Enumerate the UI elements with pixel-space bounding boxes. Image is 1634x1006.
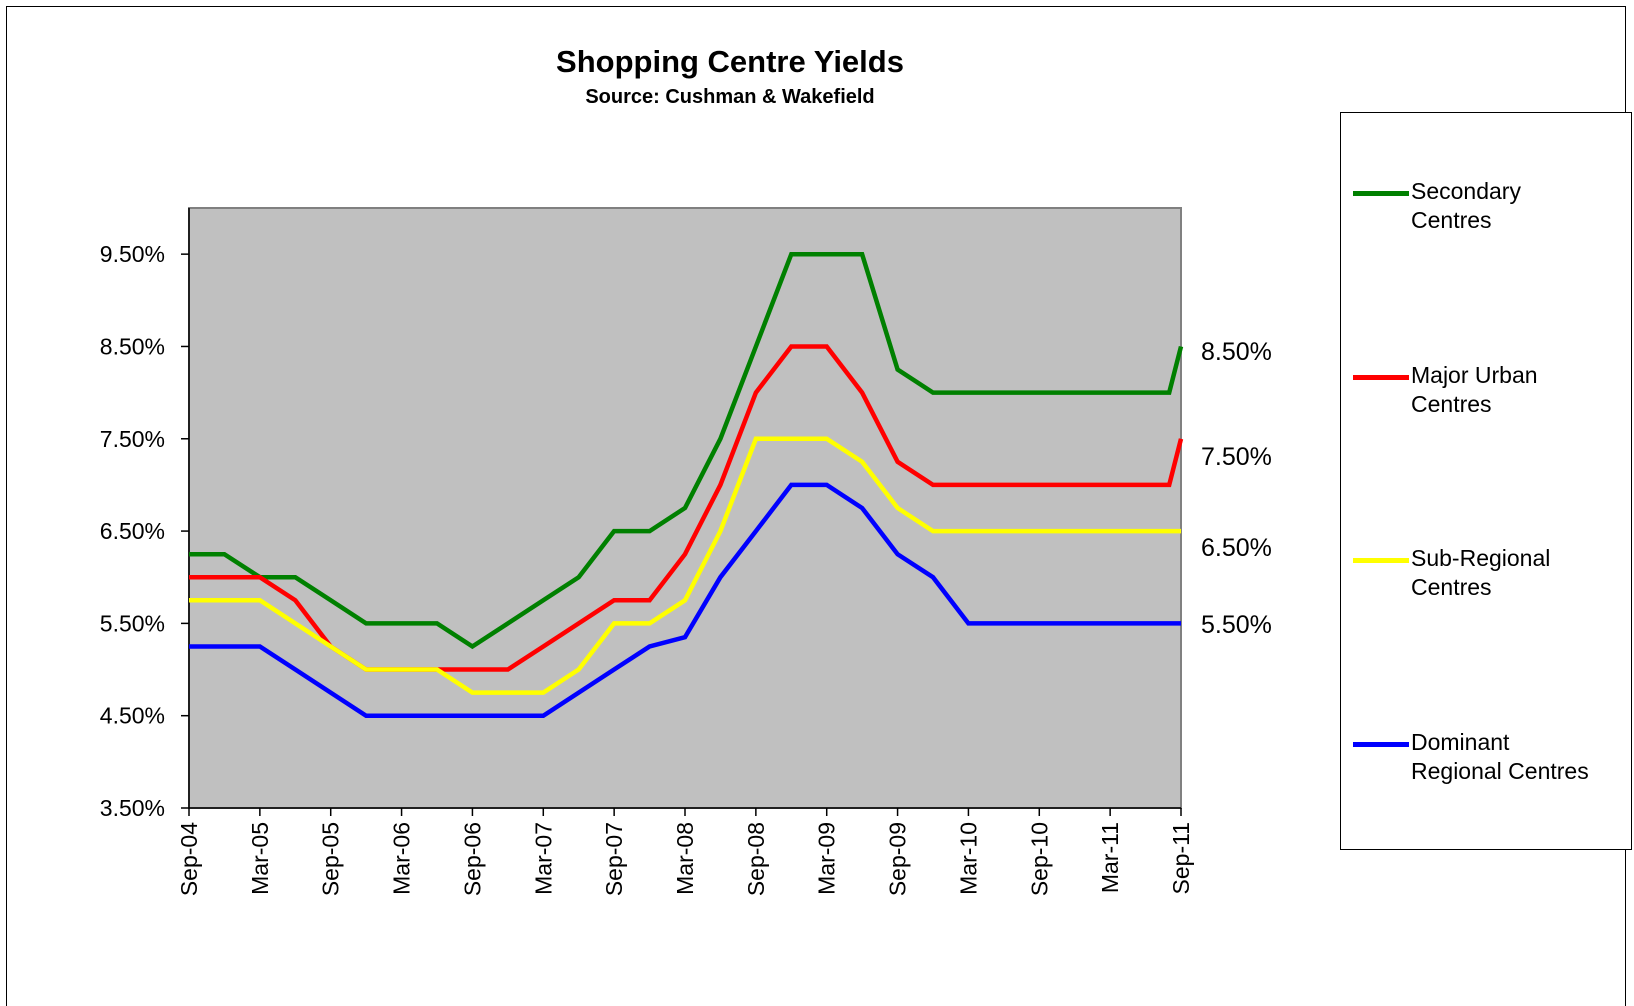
x-tick-label: Sep-04 [176,822,202,896]
legend-label-sub-regional-line1: Sub-Regional [1411,545,1551,571]
y-tick-label: 8.50% [100,333,165,359]
x-tick-label: Sep-09 [885,822,911,896]
x-tick-label: Sep-06 [459,822,485,896]
x-tick-label: Sep-10 [1026,822,1052,896]
legend-item-sub-regional-centres: Sub-Regional Centres [1353,544,1623,604]
end-labels: 8.50% 7.50% 6.50% 5.50% [1201,338,1272,639]
x-axis: Sep-04 Mar-05 Sep-05 Mar-06 Sep-06 Mar-07 Sep-… [176,807,1194,896]
legend-item-major-urban-centres: Major Urban Centres [1353,361,1623,421]
legend-label-major-urban-line2: Centres [1411,391,1492,417]
legend-item-dominant-regional-centres: Dominant Regional Centres [1353,728,1623,788]
end-value-label: 8.50% [1201,338,1272,366]
end-value-label: 6.50% [1201,534,1272,562]
y-axis: 3.50% 4.50% 5.50% 6.50% 7.50% 8.50% 9.50% [100,208,190,821]
y-tick-label: 6.50% [100,518,165,544]
x-tick-label: Mar-09 [814,822,840,895]
x-tick-label: Mar-10 [955,822,981,895]
legend-swatch-secondary [1353,191,1409,196]
legend-swatch-sub-regional [1353,558,1409,563]
x-tick-label: Sep-05 [318,822,344,896]
legend-swatch-dominant-regional [1353,742,1409,747]
chart-subtitle: Source: Cushman & Wakefield [585,86,875,108]
series-line-dominant-regional-centres [189,482,1181,718]
y-tick-label: 7.50% [100,426,165,452]
legend-item-secondary-centres: Secondary Centres [1353,177,1623,237]
legend-label-sub-regional-line2: Centres [1411,574,1492,600]
x-tick-label: Mar-08 [672,822,698,895]
end-value-label: 7.50% [1201,443,1272,471]
series-line-secondary-centres [189,251,1184,650]
legend-label-dominant-regional-line2: Regional Centres [1411,758,1589,784]
series-lines [189,251,1184,718]
x-tick-label: Sep-07 [601,822,627,896]
legend-label-major-urban-line1: Major Urban [1411,362,1538,388]
y-tick-label: 9.50% [100,241,165,267]
legend: Secondary Centres Major Urban Centres Su… [1340,112,1632,850]
x-tick-label: Sep-11 [1168,822,1194,894]
x-tick-label: Mar-11 [1097,822,1123,893]
chart-title: Shopping Centre Yields [556,44,904,79]
x-tick-label: Mar-06 [389,822,415,895]
legend-label-secondary-line2: Centres [1411,207,1492,233]
legend-swatch-major-urban [1353,375,1409,380]
legend-label-dominant-regional-line1: Dominant [1411,729,1510,755]
x-tick-label: Sep-08 [743,822,769,896]
y-tick-label: 3.50% [100,795,165,821]
x-tick-label: Mar-07 [530,822,556,895]
y-tick-label: 4.50% [100,703,165,729]
series-line-sub-regional-centres [189,436,1181,695]
end-value-label: 5.50% [1201,611,1272,639]
y-tick-label: 5.50% [100,610,165,636]
legend-label-secondary-line1: Secondary [1411,178,1521,204]
x-tick-label: Mar-05 [247,822,273,895]
